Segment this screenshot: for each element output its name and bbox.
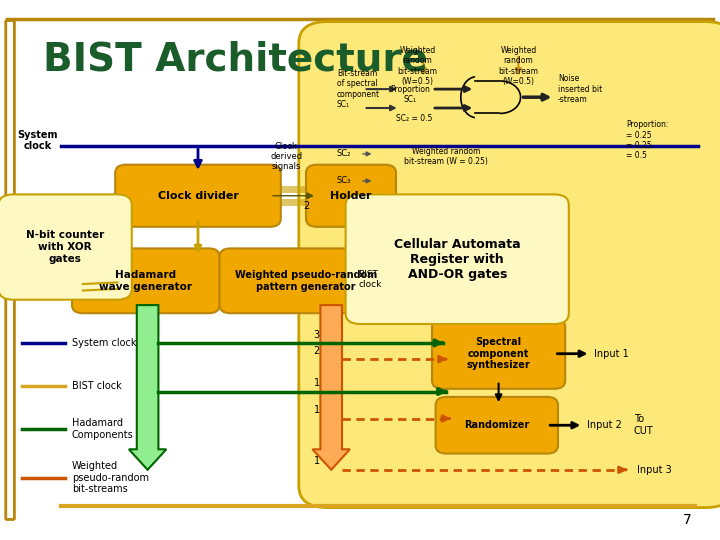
Text: Proportion
SC₁: Proportion SC₁ xyxy=(390,85,431,104)
Text: Input 1: Input 1 xyxy=(594,349,629,359)
Text: To
CUT: To CUT xyxy=(634,415,653,436)
FancyBboxPatch shape xyxy=(220,248,392,313)
Text: Weighted
pseudo-random
bit-streams: Weighted pseudo-random bit-streams xyxy=(72,461,149,495)
FancyBboxPatch shape xyxy=(6,21,14,519)
Text: Weighted random
bit-stream (W = 0.25): Weighted random bit-stream (W = 0.25) xyxy=(405,147,488,166)
FancyArrow shape xyxy=(129,305,166,470)
Text: Input 2: Input 2 xyxy=(587,420,621,430)
Text: 2: 2 xyxy=(303,201,309,211)
Text: 7: 7 xyxy=(683,512,691,526)
Text: 3: 3 xyxy=(314,329,320,340)
Text: Spectral
component
synthesizer: Spectral component synthesizer xyxy=(467,337,531,370)
Text: Bit-stream
of spectral
component
SC₁: Bit-stream of spectral component SC₁ xyxy=(337,69,380,109)
FancyBboxPatch shape xyxy=(436,397,558,454)
Text: 1: 1 xyxy=(314,456,320,467)
Text: Clock
derived
signals: Clock derived signals xyxy=(270,141,302,172)
Text: 1: 1 xyxy=(314,405,320,415)
Text: BIST
clock: BIST clock xyxy=(359,270,382,289)
FancyBboxPatch shape xyxy=(432,319,565,389)
FancyBboxPatch shape xyxy=(0,194,132,300)
Text: 2: 2 xyxy=(314,346,320,356)
FancyBboxPatch shape xyxy=(306,165,396,227)
Text: SC₂: SC₂ xyxy=(337,150,351,158)
Text: Input 3: Input 3 xyxy=(637,465,672,475)
Text: Randomizer: Randomizer xyxy=(464,420,529,430)
Text: Noise
inserted bit
-stream: Noise inserted bit -stream xyxy=(558,74,602,104)
FancyBboxPatch shape xyxy=(72,248,220,313)
Text: System clock: System clock xyxy=(72,338,137,348)
Text: N-bit counter
with XOR
gates: N-bit counter with XOR gates xyxy=(26,231,104,264)
Text: Clock divider: Clock divider xyxy=(158,191,238,201)
Text: Weighted pseudo-random
pattern generator: Weighted pseudo-random pattern generator xyxy=(235,270,377,292)
Text: Cellular Automata
Register with
AND-OR gates: Cellular Automata Register with AND-OR g… xyxy=(394,238,521,281)
FancyBboxPatch shape xyxy=(346,194,569,324)
Text: System
clock: System clock xyxy=(17,130,58,151)
FancyBboxPatch shape xyxy=(115,165,281,227)
FancyArrow shape xyxy=(312,305,350,470)
Text: SC₃: SC₃ xyxy=(337,177,351,185)
Text: Hadamard
Components: Hadamard Components xyxy=(72,418,134,440)
FancyBboxPatch shape xyxy=(299,22,720,508)
Text: BIST clock: BIST clock xyxy=(72,381,122,391)
Text: SC₂ = 0.5: SC₂ = 0.5 xyxy=(396,114,432,123)
Text: 1: 1 xyxy=(314,378,320,388)
Text: BIST Architecture: BIST Architecture xyxy=(43,40,428,78)
Text: Weighted
random
bit-stream
(W=0.5): Weighted random bit-stream (W=0.5) xyxy=(498,46,539,86)
Text: Hadamard
wave generator: Hadamard wave generator xyxy=(99,270,192,292)
Text: Holder: Holder xyxy=(330,191,372,201)
Text: Weighted
random
bit-stream
(W=0.5): Weighted random bit-stream (W=0.5) xyxy=(397,46,438,86)
Text: Proportion:
= 0.25
= 0.25
= 0.5: Proportion: = 0.25 = 0.25 = 0.5 xyxy=(626,120,669,160)
